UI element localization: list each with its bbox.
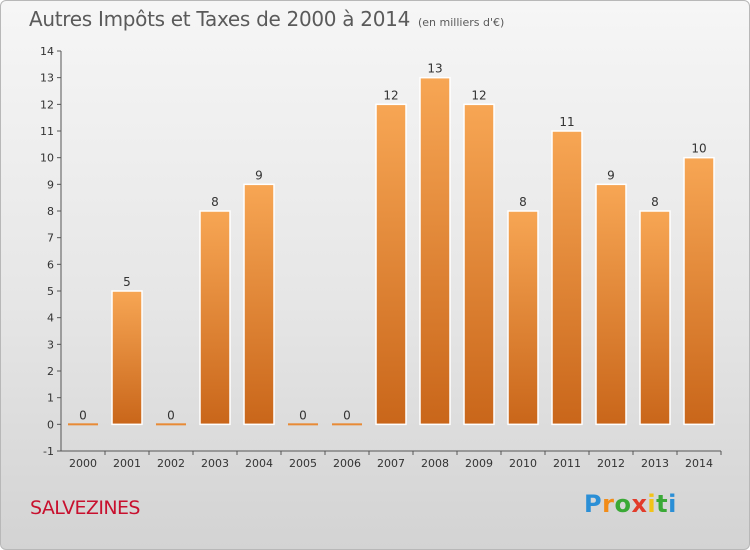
data-label: 8 [519,195,527,209]
y-tick-label: -1 [43,445,54,458]
bar [156,423,186,426]
y-tick-label: 2 [47,365,54,378]
data-label: 0 [167,408,175,422]
x-tick-label: 2001 [113,457,141,470]
chart-subtitle: (en milliers d'€) [418,16,505,29]
x-tick-label: 2005 [289,457,317,470]
chart-data-labels: 0 5 0 8 9 0 0 12 13 12 8 11 9 8 10 [79,62,706,423]
data-label: 0 [343,408,351,422]
proxiti-logo: Proxiti [584,490,677,518]
x-tick-label: 2002 [157,457,185,470]
y-tick-label: 8 [47,205,54,218]
y-tick-label: 1 [47,392,54,405]
x-tick-label: 2013 [641,457,669,470]
bar [375,103,407,426]
place-name: SALVEZINES [30,497,140,519]
y-tick-label: 11 [40,125,54,138]
bar [332,423,362,426]
y-tick-label: 9 [47,178,54,191]
logo-letter: i [668,490,677,518]
x-tick-label: 2000 [69,457,97,470]
chart-title: Autres Impôts et Taxes de 2000 à 2014 (en… [29,7,504,31]
logo-letter: i [647,490,657,518]
data-label: 12 [471,88,486,102]
bar [595,183,627,426]
bar [463,103,495,426]
data-label: 8 [211,195,219,209]
y-tick-label: 6 [47,258,54,271]
y-tick-label: 3 [47,338,54,351]
x-tick-label: 2003 [201,457,229,470]
x-tick-label: 2012 [597,457,625,470]
x-tick-label: 2014 [685,457,713,470]
x-tick-label: 2008 [421,457,449,470]
x-tick-label: 2009 [465,457,493,470]
bar [288,423,318,426]
y-tick-label: 10 [40,152,54,165]
y-tick-label: 14 [40,45,54,58]
logo-letter: x [631,490,648,518]
data-label: 12 [383,88,398,102]
bar [639,210,671,426]
chart-title-text: Autres Impôts et Taxes de 2000 à 2014 [29,7,410,31]
data-label: 0 [79,408,87,422]
x-tick-label: 2010 [509,457,537,470]
y-tick-label: 7 [47,232,54,245]
bar [199,210,231,426]
data-label: 9 [255,168,263,182]
x-tick-label: 2006 [333,457,361,470]
logo-letter: t [656,490,669,518]
x-tick-label: 2004 [245,457,273,470]
bar [419,76,451,426]
logo-letter: o [614,490,632,518]
bar [111,290,143,426]
bar [683,156,715,426]
x-tick-label: 2011 [553,457,581,470]
bar [68,423,98,426]
data-label: 11 [559,115,574,129]
bar [507,210,539,426]
logo-letter: P [584,490,603,518]
data-label: 8 [651,195,659,209]
chart-bars [68,76,715,426]
y-tick-label: 4 [47,312,54,325]
y-tick-label: 5 [47,285,54,298]
y-tick-label: 0 [47,418,54,431]
data-label: 13 [427,62,442,76]
bar [551,130,583,426]
x-tick-label: 2007 [377,457,405,470]
logo-letter: r [602,490,615,518]
y-tick-label: 12 [40,98,54,111]
data-label: 0 [299,408,307,422]
data-label: 9 [607,168,615,182]
y-tick-label: 13 [40,72,54,85]
data-label: 5 [123,275,131,289]
data-label: 10 [691,142,706,156]
bar [243,183,275,426]
